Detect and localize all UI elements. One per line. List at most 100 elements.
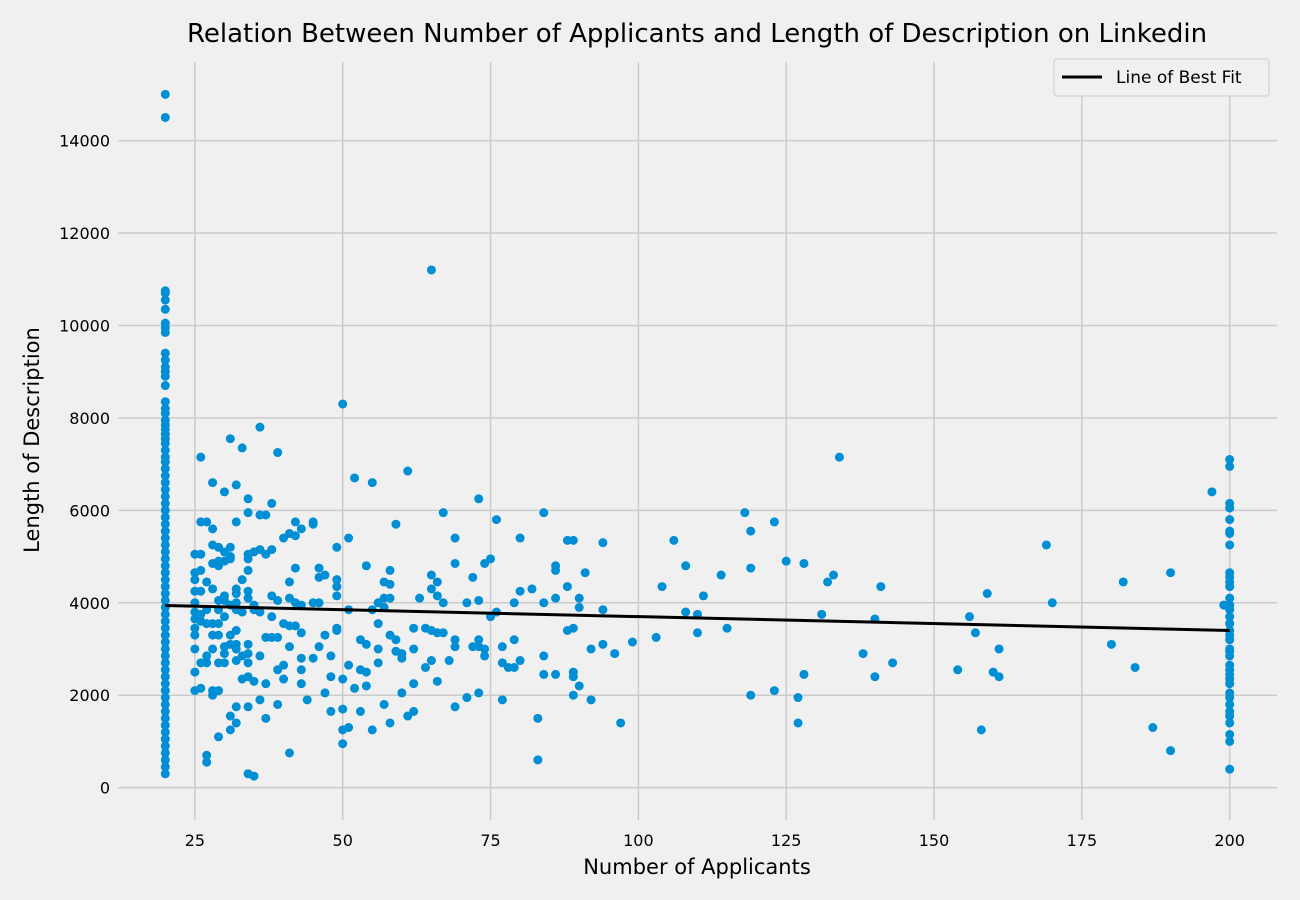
scatter-point (515, 586, 525, 596)
scatter-point (598, 538, 608, 548)
scatter-point (746, 690, 756, 700)
scatter-point (190, 630, 200, 640)
scatter-point (231, 598, 241, 608)
scatter-point (574, 602, 584, 612)
scatter-point (598, 605, 608, 615)
scatter-point (497, 642, 507, 652)
scatter-point (338, 399, 348, 409)
scatter-point (450, 533, 460, 543)
scatter-point (290, 531, 300, 541)
scatter-point (225, 711, 235, 721)
scatter-point (568, 623, 578, 633)
scatter-point (681, 561, 691, 571)
scatter-point (332, 582, 342, 592)
scatter-point (1225, 515, 1235, 525)
scatter-point (202, 577, 212, 587)
scatter-point (320, 570, 330, 580)
scatter-point (450, 642, 460, 652)
scatter-point (669, 535, 679, 545)
x-tick-label: 150 (919, 831, 950, 850)
scatter-point (539, 508, 549, 518)
scatter-point (219, 487, 229, 497)
scatter-point (527, 584, 537, 594)
x-tick-label: 75 (480, 831, 500, 850)
scatter-point (385, 593, 395, 603)
scatter-point (237, 443, 247, 453)
scatter-point (160, 505, 170, 515)
scatter-point (160, 575, 170, 585)
scatter-point (160, 547, 170, 557)
tick-labels: 25 50 75 100 125 150 175 2000200040006000800010… (59, 132, 1245, 850)
scatter-point (243, 586, 253, 596)
scatter-point (160, 595, 170, 605)
scatter-point (953, 665, 963, 675)
scatter-point (474, 688, 484, 698)
scatter-point (438, 508, 448, 518)
scatter-point (722, 623, 732, 633)
scatter-point (225, 542, 235, 552)
scatter-point (255, 695, 265, 705)
scatter-point (279, 660, 289, 670)
scatter-point (876, 582, 886, 592)
scatter-point (320, 630, 330, 640)
scatter-point (409, 623, 419, 633)
scatter-point (769, 517, 779, 527)
scatter-point (196, 452, 206, 462)
scatter-point (568, 672, 578, 682)
scatter-point (296, 524, 306, 534)
scatter-point (160, 755, 170, 765)
scatter-point (409, 679, 419, 689)
scatter-point (160, 616, 170, 626)
scatter-point (1225, 605, 1235, 615)
scatter-point (160, 720, 170, 730)
scatter-point (1225, 619, 1235, 629)
x-axis-label: Number of Applicants (583, 855, 811, 879)
scatter-point (509, 598, 519, 608)
scatter-point (314, 642, 324, 652)
scatter-point (160, 464, 170, 474)
scatter-point (243, 593, 253, 603)
scatter-point (769, 686, 779, 696)
scatter-point (1148, 723, 1158, 733)
scatter-point (385, 565, 395, 575)
scatter-point (290, 563, 300, 573)
scatter-point (160, 623, 170, 633)
scatter-point (361, 681, 371, 691)
scatter-point (1225, 540, 1235, 550)
scatter-point (1225, 593, 1235, 603)
scatter-point (994, 672, 1004, 682)
scatter-point (1166, 746, 1176, 756)
scatter-point (361, 667, 371, 677)
scatter-point (355, 706, 365, 716)
scatter-point (486, 554, 496, 564)
scatter-point (160, 89, 170, 99)
scatter-point (160, 485, 170, 495)
scatter-point (426, 584, 436, 594)
best-fit-line (165, 604, 1230, 632)
scatter-point (533, 713, 543, 723)
scatter-point (698, 591, 708, 601)
scatter-point (160, 533, 170, 543)
scatter-point (296, 628, 306, 638)
scatter-point (740, 508, 750, 518)
scatter-point (1225, 699, 1235, 709)
y-tick-label: 2000 (69, 686, 110, 705)
scatter-point (870, 672, 880, 682)
scatter-point (284, 748, 294, 758)
scatter-point (515, 533, 525, 543)
scatter-point (568, 535, 578, 545)
scatter-point (219, 612, 229, 622)
scatter-point (290, 621, 300, 631)
scatter-point (746, 526, 756, 536)
y-tick-label: 4000 (69, 594, 110, 613)
scatter-point (799, 669, 809, 679)
scatter-point (160, 686, 170, 696)
scatter-point (426, 656, 436, 666)
scatter-point (474, 494, 484, 504)
scatter-point (965, 612, 975, 622)
scatter-point (1225, 736, 1235, 746)
scatter-point (231, 517, 241, 527)
scatter-point (273, 699, 283, 709)
scatter-point (409, 644, 419, 654)
